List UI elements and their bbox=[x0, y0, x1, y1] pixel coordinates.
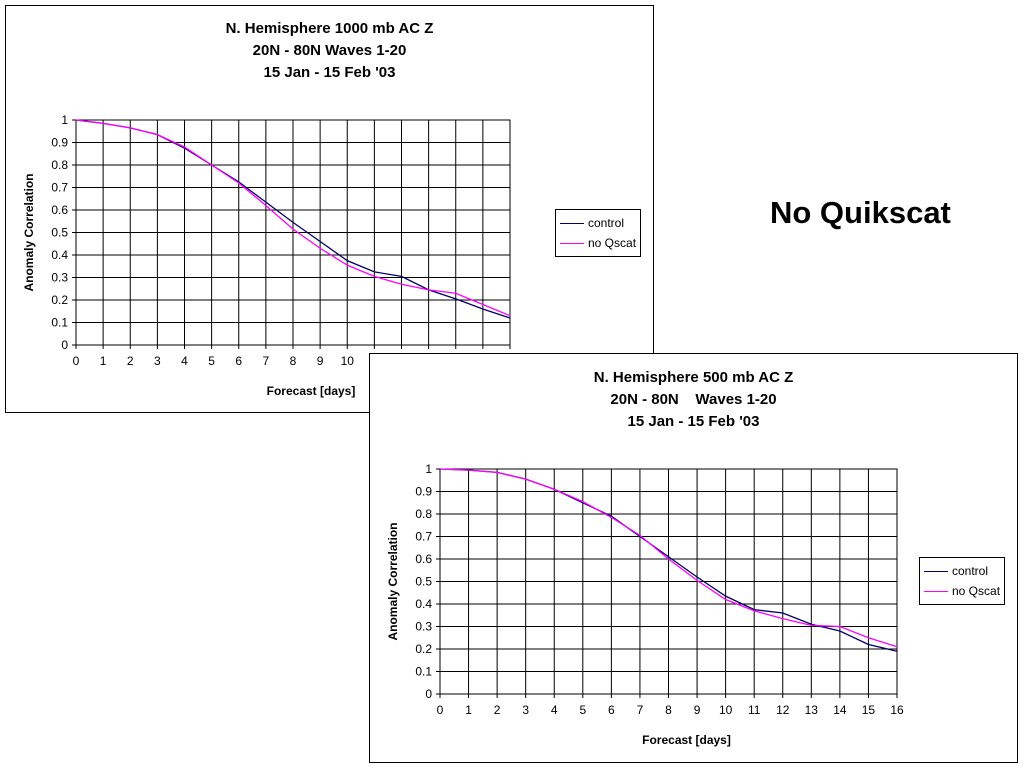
x-tick-label: 4 bbox=[181, 354, 188, 368]
y-tick-label: 0.8 bbox=[415, 507, 432, 521]
x-tick-label: 5 bbox=[208, 354, 215, 368]
y-tick-label: 0.5 bbox=[51, 226, 68, 240]
x-tick-label: 2 bbox=[127, 354, 134, 368]
y-tick-label: 0.7 bbox=[51, 181, 68, 195]
legend-item-control: control bbox=[924, 561, 1000, 581]
x-tick-label: 3 bbox=[154, 354, 161, 368]
legend-item-noqscat: no Qscat bbox=[924, 581, 1000, 601]
y-tick-label: 0.9 bbox=[415, 485, 432, 499]
x-tick-label: 0 bbox=[73, 354, 80, 368]
legend-label: control bbox=[952, 564, 989, 578]
chart-plot-500mb: 00.10.20.30.40.50.60.70.80.910 1 2 3 4 5 6 7 8 9 1… bbox=[386, 462, 904, 747]
legend-item-control: control bbox=[560, 213, 636, 233]
x-tick-label: 10 bbox=[341, 354, 355, 368]
x-tick-label: 6 bbox=[608, 703, 615, 717]
chart-title: N. Hemisphere 500 mb AC Z 20N - 80N Wave… bbox=[370, 367, 1017, 433]
y-tick-label: 0.4 bbox=[415, 597, 432, 611]
y-tick-label: 0.6 bbox=[415, 552, 432, 566]
y-tick-label: 0.1 bbox=[415, 665, 432, 679]
x-tick-label: 14 bbox=[833, 703, 847, 717]
y-tick-label: 0.3 bbox=[51, 271, 68, 285]
x-tick-label: 16 bbox=[890, 703, 904, 717]
legend-swatch-control bbox=[560, 222, 584, 224]
x-tick-label: 11 bbox=[748, 703, 761, 717]
y-tick-label: 0.2 bbox=[51, 293, 68, 307]
x-tick-label: 7 bbox=[637, 703, 644, 717]
y-tick-label: 0.3 bbox=[415, 620, 432, 634]
legend-swatch-noqscat bbox=[560, 242, 584, 244]
x-tick-label: 8 bbox=[665, 703, 672, 717]
y-tick-label: 0.4 bbox=[51, 248, 68, 262]
y-tick-label: 1 bbox=[61, 113, 68, 127]
y-tick-label: 0.1 bbox=[51, 316, 68, 330]
y-tick-label: 0.5 bbox=[415, 575, 432, 589]
x-tick-label: 1 bbox=[465, 703, 472, 717]
legend-item-noqscat: no Qscat bbox=[560, 233, 636, 253]
slide-heading: No Quikscat bbox=[770, 195, 951, 230]
chart-title-line: 15 Jan - 15 Feb '03 bbox=[627, 413, 760, 430]
legend-label: no Qscat bbox=[588, 236, 637, 250]
y-tick-label: 0.8 bbox=[51, 158, 68, 172]
chart-title-line: N. Hemisphere 1000 mb AC Z bbox=[225, 20, 434, 37]
chart-1000mb: N. Hemisphere 1000 mb AC Z 20N - 80N Wav… bbox=[5, 5, 654, 413]
series-line-noqscat bbox=[75, 119, 511, 317]
x-tick-label: 5 bbox=[579, 703, 586, 717]
legend-swatch-control bbox=[924, 570, 948, 572]
x-tick-label: 4 bbox=[551, 703, 558, 717]
x-axis-title: Forecast [days] bbox=[267, 384, 356, 398]
chart-title-line: N. Hemisphere 500 mb AC Z bbox=[593, 369, 794, 386]
chart-legend: control no Qscat bbox=[555, 209, 642, 257]
y-tick-label: 0.6 bbox=[51, 203, 68, 217]
legend-label: control bbox=[588, 216, 625, 230]
x-tick-label: 3 bbox=[522, 703, 529, 717]
y-tick-label: 0.7 bbox=[415, 530, 432, 544]
x-axis-title: Forecast [days] bbox=[642, 733, 731, 747]
x-tick-label: 2 bbox=[494, 703, 501, 717]
x-tick-label: 0 bbox=[437, 703, 444, 717]
chart-500mb: N. Hemisphere 500 mb AC Z 20N - 80N Wave… bbox=[369, 353, 1018, 763]
y-tick-label: 0.2 bbox=[415, 642, 432, 656]
chart-title-line: 15 Jan - 15 Feb '03 bbox=[263, 64, 396, 81]
chart-title: N. Hemisphere 1000 mb AC Z 20N - 80N Wav… bbox=[6, 18, 653, 84]
x-tick-label: 6 bbox=[235, 354, 242, 368]
chart-title-line: 20N - 80N Waves 1-20 bbox=[610, 391, 777, 408]
chart-title-line: 20N - 80N Waves 1-20 bbox=[252, 42, 407, 59]
y-tick-label: 0 bbox=[61, 338, 68, 352]
x-tick-label: 9 bbox=[317, 354, 324, 368]
x-tick-label: 15 bbox=[862, 703, 876, 717]
legend-swatch-noqscat bbox=[924, 590, 948, 592]
legend-label: no Qscat bbox=[952, 584, 1001, 598]
x-tick-label: 7 bbox=[263, 354, 270, 368]
y-axis-title: Anomaly Correlation bbox=[386, 522, 400, 640]
chart-legend: control no Qscat bbox=[919, 557, 1006, 605]
y-tick-label: 0.9 bbox=[51, 136, 68, 150]
x-tick-label: 10 bbox=[719, 703, 733, 717]
x-tick-label: 13 bbox=[805, 703, 819, 717]
x-tick-label: 8 bbox=[290, 354, 297, 368]
x-tick-label: 1 bbox=[100, 354, 107, 368]
y-axis-title: Anomaly Correlation bbox=[22, 173, 36, 291]
y-tick-label: 0 bbox=[425, 687, 432, 701]
y-tick-label: 1 bbox=[425, 462, 432, 476]
x-tick-label: 12 bbox=[776, 703, 790, 717]
series-line-noqscat bbox=[439, 468, 898, 648]
x-tick-label: 9 bbox=[694, 703, 701, 717]
